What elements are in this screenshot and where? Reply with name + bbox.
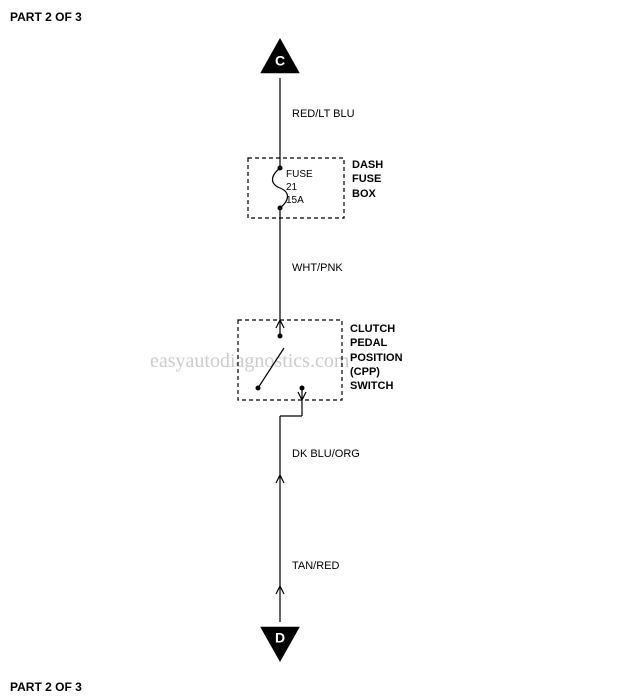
wire-label-2: DK BLU/ORG (292, 448, 360, 460)
svg-text:D: D (275, 630, 285, 646)
wire-label-0: RED/LT BLU (292, 108, 355, 120)
svg-text:C: C (275, 53, 285, 69)
diagram-svg: CD (0, 0, 618, 700)
fuse-box-text: FUSE2115A (286, 168, 313, 207)
diagram-page: PART 2 OF 3 PART 2 OF 3 easyautodiagnost… (0, 0, 618, 700)
wire-label-1: WHT/PNK (292, 262, 343, 274)
fuse-box-label: DASHFUSEBOX (352, 158, 383, 201)
cpp-switch-label: CLUTCHPEDALPOSITION(CPP)SWITCH (350, 322, 403, 393)
wire-label-3: TAN/RED (292, 560, 339, 572)
